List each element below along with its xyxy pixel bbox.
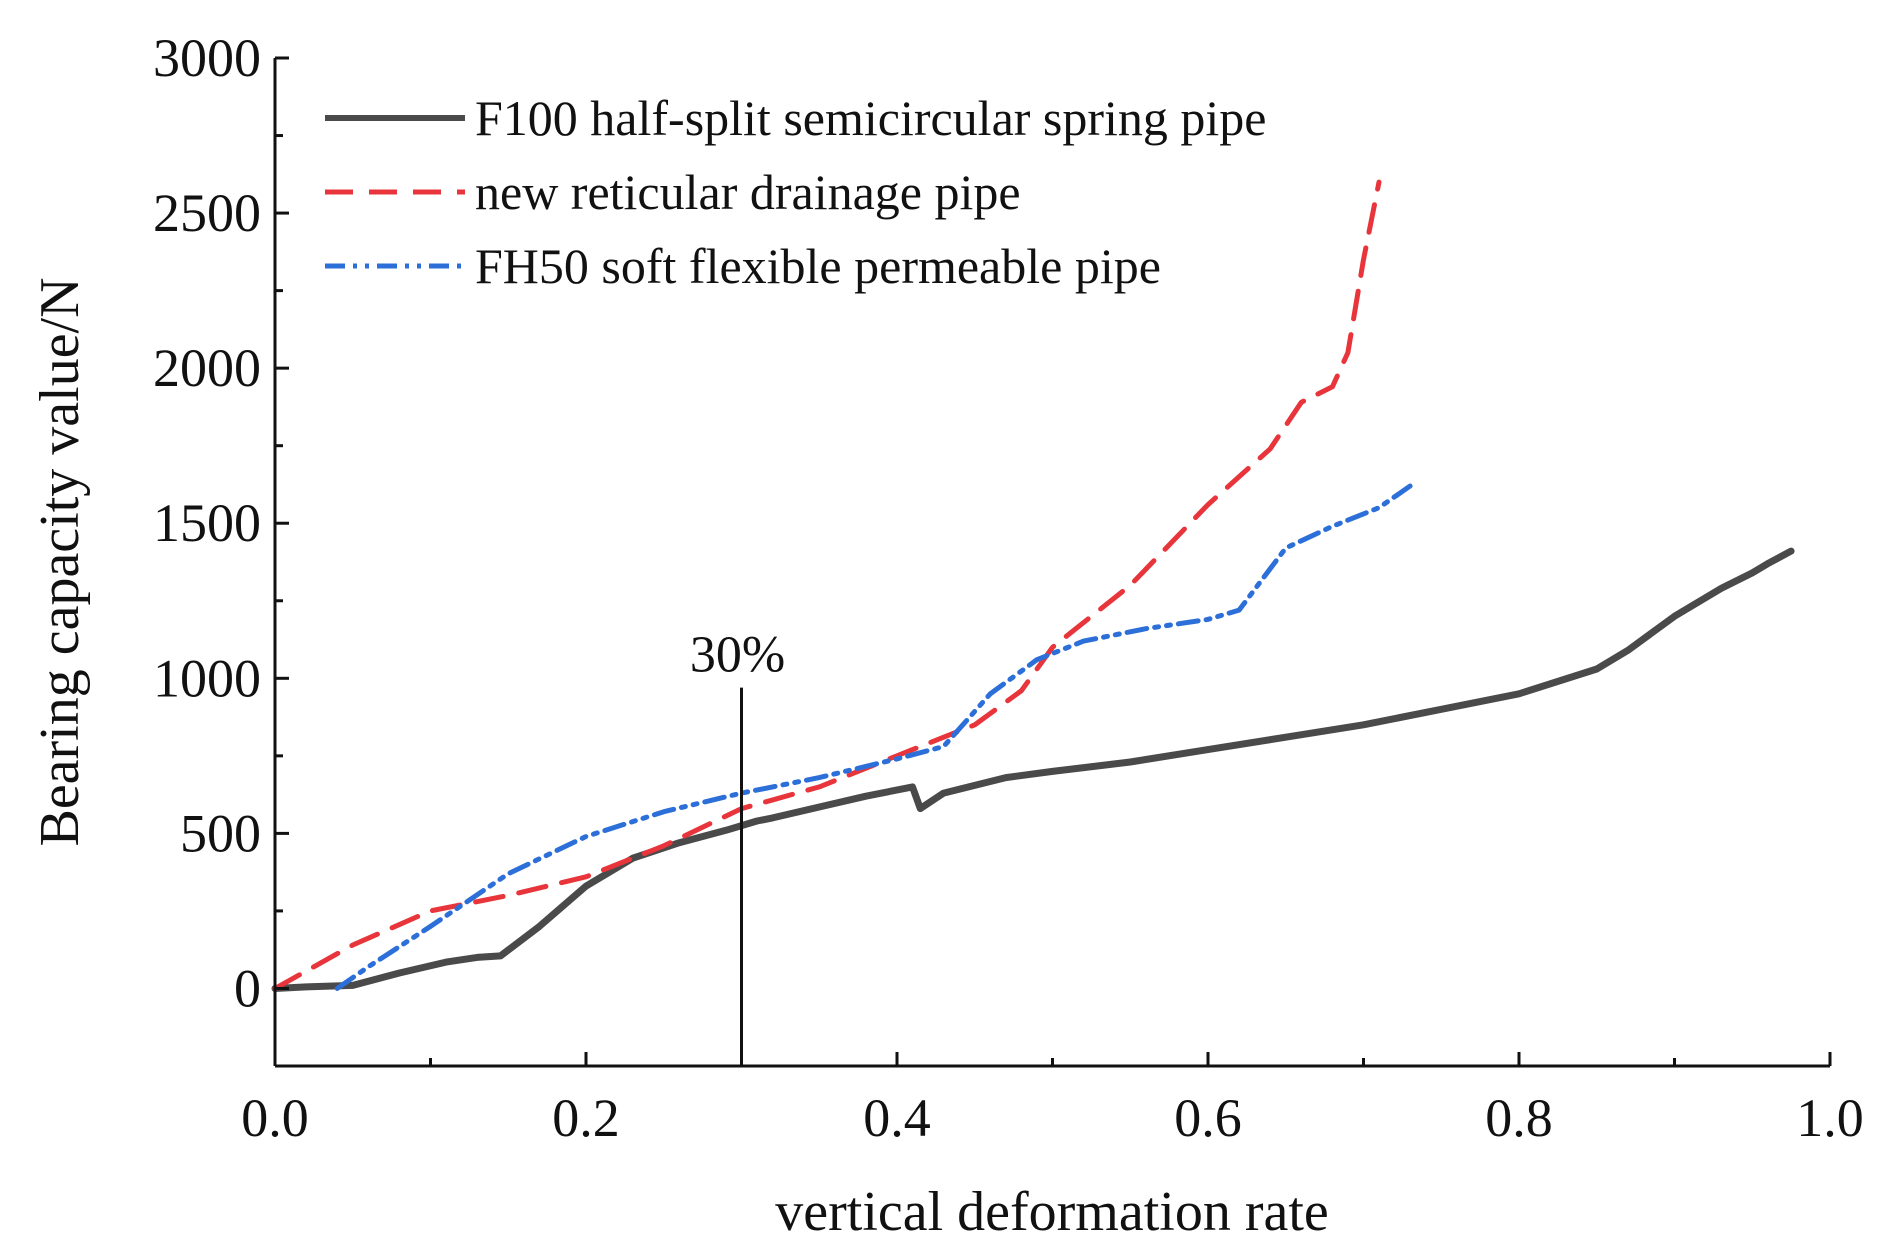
y-tick-label: 2000 (153, 338, 261, 398)
y-tick-label: 1000 (153, 648, 261, 708)
legend-label-f100: F100 half-split semicircular spring pipe (475, 90, 1267, 146)
x-tick-label: 1.0 (1796, 1088, 1864, 1148)
y-tick-label: 3000 (153, 28, 261, 88)
y-axis-label: Bearing capacity value/N (29, 277, 91, 846)
x-tick-label: 0.6 (1174, 1088, 1242, 1148)
x-axis-label: vertical deformation rate (775, 1181, 1329, 1243)
legend-label-fh50: FH50 soft flexible permeable pipe (475, 238, 1161, 294)
legend-label-reticular: new reticular drainage pipe (475, 164, 1021, 220)
series-line-1 (271, 547, 1795, 992)
y-ticks: 0 500 1000 1500 2000 2500 3000 (153, 28, 289, 1018)
y-tick-label: 500 (180, 803, 261, 863)
annotation-label: 30% (690, 627, 785, 684)
x-tick-label: 0.2 (552, 1088, 620, 1148)
x-ticks: 0.0 0.2 0.4 0.6 0.8 1.0 (241, 1052, 1864, 1148)
x-tick-label: 0.4 (863, 1088, 931, 1148)
series-line-2 (272, 179, 1382, 991)
legend: F100 half-split semicircular spring pipe… (325, 90, 1267, 294)
y-tick-label: 1500 (153, 493, 261, 553)
x-tick-label: 0.0 (241, 1088, 309, 1148)
plot-lines (271, 179, 1795, 992)
x-tick-label: 0.8 (1485, 1088, 1553, 1148)
series-line-3 (334, 483, 1413, 991)
y-tick-label: 2500 (153, 183, 261, 243)
y-tick-label: 0 (234, 958, 261, 1018)
